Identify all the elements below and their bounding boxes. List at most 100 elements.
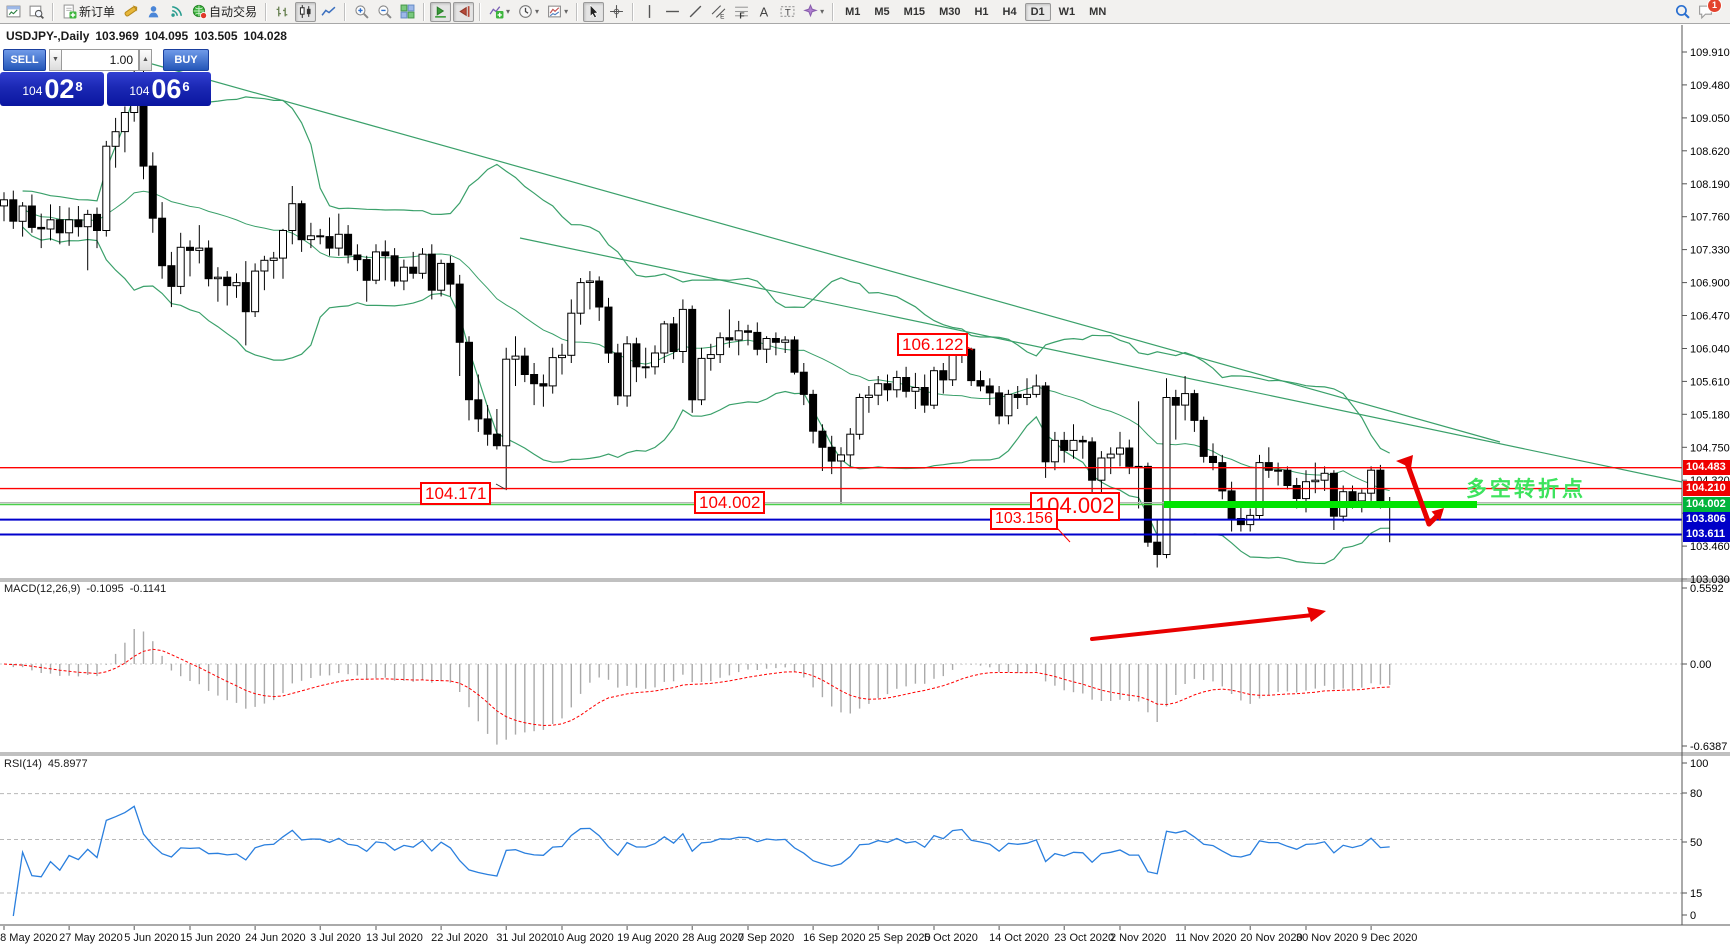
svg-text:-0.6387: -0.6387 bbox=[1690, 741, 1727, 753]
volume-increase-button[interactable]: ▲ bbox=[139, 49, 152, 71]
buy-price-sup: 6 bbox=[182, 79, 190, 94]
buy-button[interactable]: BUY bbox=[163, 49, 209, 71]
arrows-icon[interactable]: ▾ bbox=[800, 2, 827, 22]
line-chart-icon bbox=[321, 6, 336, 16]
timeframe-m30-button[interactable]: M30 bbox=[939, 5, 961, 18]
fibonacci-icon[interactable]: F bbox=[731, 2, 752, 22]
vertical-line-icon bbox=[648, 5, 651, 18]
svg-text:24 Jun 2020: 24 Jun 2020 bbox=[245, 932, 306, 944]
svg-text:105.180: 105.180 bbox=[1690, 409, 1730, 421]
toolbar-separator bbox=[52, 2, 54, 21]
vertical-line-icon[interactable] bbox=[639, 2, 660, 22]
timeframe-m1-button[interactable]: M1 bbox=[845, 5, 861, 18]
svg-text:108.190: 108.190 bbox=[1690, 179, 1730, 191]
bar-chart-icon[interactable] bbox=[272, 2, 293, 22]
line-chart-icon[interactable] bbox=[318, 2, 339, 22]
panel-frames bbox=[0, 25, 1730, 926]
equidistant-channel-icon[interactable]: E bbox=[708, 2, 729, 22]
strategy-window-icon bbox=[29, 5, 44, 19]
timeframe-w1-button[interactable]: W1 bbox=[1058, 5, 1076, 18]
svg-text:13 Jul 2020: 13 Jul 2020 bbox=[366, 932, 423, 944]
fibonacci-icon: F bbox=[735, 6, 749, 19]
ohlc-low: 103.505 bbox=[194, 29, 238, 43]
svg-text:T: T bbox=[785, 7, 791, 18]
zoom-out-icon[interactable] bbox=[374, 2, 395, 22]
sell-button[interactable]: SELL bbox=[3, 49, 46, 71]
tile-windows-icon[interactable] bbox=[397, 2, 418, 22]
metaeditor-icon[interactable] bbox=[120, 2, 141, 22]
price-badge-103806: 103.806 bbox=[1683, 512, 1730, 527]
search-icon[interactable] bbox=[1672, 2, 1693, 22]
text-icon[interactable]: A bbox=[754, 2, 775, 22]
cursor-icon[interactable] bbox=[583, 1, 605, 22]
volume-input[interactable]: 1.00 bbox=[61, 49, 139, 71]
macd-name: MACD(12,26,9) bbox=[4, 583, 81, 595]
label-connectors bbox=[495, 343, 1071, 543]
timeframe-m15-button[interactable]: M15 bbox=[903, 5, 926, 18]
toolbar-separator bbox=[344, 2, 347, 21]
ohlc-open: 103.969 bbox=[95, 29, 139, 43]
metaeditor-icon bbox=[124, 5, 138, 17]
strategy-window-icon[interactable] bbox=[26, 2, 47, 22]
svg-text:28 Aug 2020: 28 Aug 2020 bbox=[682, 932, 744, 944]
indicators-icon bbox=[489, 6, 504, 19]
svg-text:14 Oct 2020: 14 Oct 2020 bbox=[989, 932, 1049, 944]
buy-price-button[interactable]: 104 06 6 bbox=[107, 72, 211, 106]
svg-text:50: 50 bbox=[1690, 837, 1702, 849]
zoom-in-icon[interactable] bbox=[351, 2, 372, 22]
timeframe-h1-button[interactable]: H1 bbox=[974, 5, 989, 18]
text-label-icon[interactable]: T bbox=[777, 2, 798, 22]
sell-price-big: 02 bbox=[44, 74, 75, 104]
turning-point-note[interactable]: 多空转折点 bbox=[1466, 478, 1586, 501]
trendlines[interactable] bbox=[137, 59, 1683, 483]
timeframe-h4-button[interactable]: H4 bbox=[1002, 5, 1017, 18]
sell-price-button[interactable]: 104 02 8 bbox=[0, 72, 104, 106]
price-label-103156[interactable]: 103.156 bbox=[990, 508, 1058, 530]
price-label-104002-a[interactable]: 104.002 bbox=[694, 491, 766, 515]
price-badge-103611: 103.611 bbox=[1683, 527, 1730, 542]
macd-trend-arrow[interactable] bbox=[1090, 607, 1326, 641]
timeframe-mn-button[interactable]: MN bbox=[1089, 5, 1107, 18]
trendline-icon[interactable] bbox=[685, 2, 706, 22]
crosshair-icon[interactable] bbox=[606, 2, 627, 22]
chevron-down-icon: ▾ bbox=[564, 7, 569, 16]
svg-text:5 Oct 2020: 5 Oct 2020 bbox=[924, 932, 978, 944]
tile-windows-icon bbox=[400, 4, 415, 19]
templates-icon[interactable]: ▾ bbox=[544, 2, 571, 22]
auto-scroll-icon[interactable] bbox=[430, 1, 452, 22]
support-segment[interactable] bbox=[1164, 501, 1477, 508]
rsi-value: 45.8977 bbox=[47, 758, 88, 770]
timeframe-m5-button[interactable]: M5 bbox=[874, 5, 890, 18]
new-order-button[interactable]: 新订单 bbox=[59, 2, 118, 22]
signals-icon[interactable] bbox=[166, 2, 187, 22]
chart-shift-icon bbox=[459, 6, 470, 17]
price-label-106122[interactable]: 106.122 bbox=[897, 333, 969, 357]
auto-scroll-icon bbox=[435, 6, 446, 18]
svg-text:108.620: 108.620 bbox=[1690, 146, 1730, 158]
chat-icon[interactable]: 1 bbox=[1695, 0, 1722, 22]
price-label-104171[interactable]: 104.171 bbox=[420, 482, 492, 506]
indicators-icon[interactable]: ▾ bbox=[486, 2, 513, 22]
candlestick-chart-icon bbox=[299, 5, 311, 18]
reversal-arrow[interactable] bbox=[1396, 455, 1444, 527]
rsi-panel bbox=[0, 793, 1682, 917]
sell-price-sup: 8 bbox=[75, 79, 83, 94]
symbol-period: USDJPY-,Daily bbox=[6, 29, 90, 43]
community-icon[interactable] bbox=[143, 2, 164, 22]
ohlc-close: 104.028 bbox=[243, 29, 287, 43]
chart-shift-icon[interactable] bbox=[453, 1, 475, 22]
svg-text:100: 100 bbox=[1690, 758, 1708, 770]
svg-text:27 May 2020: 27 May 2020 bbox=[59, 932, 123, 944]
svg-text:0: 0 bbox=[1690, 910, 1696, 922]
svg-text:16 Sep 2020: 16 Sep 2020 bbox=[803, 932, 865, 944]
autotrade-button[interactable]: 自动交易 bbox=[189, 2, 260, 22]
timeframe-d1-button[interactable]: D1 bbox=[1024, 2, 1051, 21]
autotrade-label: 自动交易 bbox=[209, 5, 258, 19]
periods-icon[interactable]: ▾ bbox=[515, 2, 542, 22]
horizontal-line-icon[interactable] bbox=[662, 2, 683, 22]
candlestick-chart-icon[interactable] bbox=[295, 1, 317, 22]
svg-text:80: 80 bbox=[1690, 788, 1702, 800]
chart-window-icon[interactable] bbox=[3, 2, 24, 22]
equidistant-channel-icon: E bbox=[711, 5, 726, 19]
